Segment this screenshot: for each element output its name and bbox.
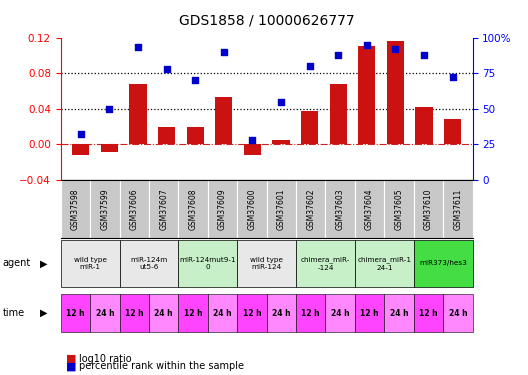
Text: GSM37608: GSM37608 xyxy=(188,188,197,230)
Text: GSM37604: GSM37604 xyxy=(365,188,374,230)
Text: 24 h: 24 h xyxy=(449,309,467,318)
Text: ▶: ▶ xyxy=(40,258,47,268)
Text: GSM37605: GSM37605 xyxy=(394,188,403,230)
Text: 12 h: 12 h xyxy=(243,309,261,318)
Bar xyxy=(272,140,289,144)
Point xyxy=(305,63,314,69)
Text: GSM37606: GSM37606 xyxy=(130,188,139,230)
Text: 12 h: 12 h xyxy=(184,309,202,318)
Text: chimera_miR-
-124: chimera_miR- -124 xyxy=(301,256,350,271)
Text: GSM37610: GSM37610 xyxy=(424,188,433,230)
Point xyxy=(191,77,200,83)
Point xyxy=(448,74,457,80)
Text: miR-124m
ut5-6: miR-124m ut5-6 xyxy=(130,256,167,270)
Text: GSM37611: GSM37611 xyxy=(454,188,463,230)
Bar xyxy=(301,111,318,144)
Text: miR373/hes3: miR373/hes3 xyxy=(419,260,467,266)
Bar xyxy=(416,107,432,144)
Bar xyxy=(215,97,232,144)
Point xyxy=(277,99,285,105)
Text: GSM37603: GSM37603 xyxy=(336,188,345,230)
Text: GSM37599: GSM37599 xyxy=(100,188,109,230)
Point xyxy=(420,52,428,58)
Text: 12 h: 12 h xyxy=(301,309,320,318)
Point xyxy=(105,106,114,112)
Text: 12 h: 12 h xyxy=(66,309,84,318)
Point xyxy=(77,131,85,137)
Text: 12 h: 12 h xyxy=(419,309,438,318)
Text: 24 h: 24 h xyxy=(390,309,408,318)
Text: ■: ■ xyxy=(66,354,77,364)
Text: percentile rank within the sample: percentile rank within the sample xyxy=(79,362,244,371)
Text: 24 h: 24 h xyxy=(213,309,232,318)
Text: agent: agent xyxy=(3,258,31,268)
Text: GSM37600: GSM37600 xyxy=(248,188,257,230)
Text: log10 ratio: log10 ratio xyxy=(79,354,132,364)
Text: wild type
miR-1: wild type miR-1 xyxy=(73,256,107,270)
Text: chimera_miR-1
24-1: chimera_miR-1 24-1 xyxy=(357,256,411,271)
Text: ▶: ▶ xyxy=(40,308,47,318)
Text: GSM37598: GSM37598 xyxy=(71,188,80,230)
Bar xyxy=(129,84,147,144)
Point xyxy=(248,137,257,143)
Bar xyxy=(358,46,375,144)
Point xyxy=(391,46,400,52)
Text: 12 h: 12 h xyxy=(360,309,379,318)
Text: wild type
miR-124: wild type miR-124 xyxy=(250,256,283,270)
Text: GSM37607: GSM37607 xyxy=(159,188,168,230)
Text: miR-124mut9-1
0: miR-124mut9-1 0 xyxy=(180,256,236,270)
Bar xyxy=(386,41,404,144)
Bar xyxy=(444,119,461,144)
Text: 24 h: 24 h xyxy=(154,309,173,318)
Bar xyxy=(72,144,89,155)
Bar xyxy=(101,144,118,152)
Text: time: time xyxy=(3,308,25,318)
Point xyxy=(363,42,371,48)
Point xyxy=(334,52,342,58)
Point xyxy=(134,45,142,51)
Text: 24 h: 24 h xyxy=(272,309,290,318)
Text: GSM37602: GSM37602 xyxy=(306,188,315,230)
Text: ■: ■ xyxy=(66,362,77,371)
Text: 24 h: 24 h xyxy=(331,309,350,318)
Point xyxy=(162,66,171,72)
Text: GDS1858 / 10000626777: GDS1858 / 10000626777 xyxy=(179,13,354,27)
Bar xyxy=(186,127,204,144)
Text: 24 h: 24 h xyxy=(96,309,114,318)
Text: 12 h: 12 h xyxy=(125,309,144,318)
Text: GSM37601: GSM37601 xyxy=(277,188,286,230)
Text: GSM37609: GSM37609 xyxy=(218,188,227,230)
Point xyxy=(220,49,228,55)
Bar xyxy=(244,144,261,155)
Bar xyxy=(158,127,175,144)
Bar xyxy=(329,84,347,144)
